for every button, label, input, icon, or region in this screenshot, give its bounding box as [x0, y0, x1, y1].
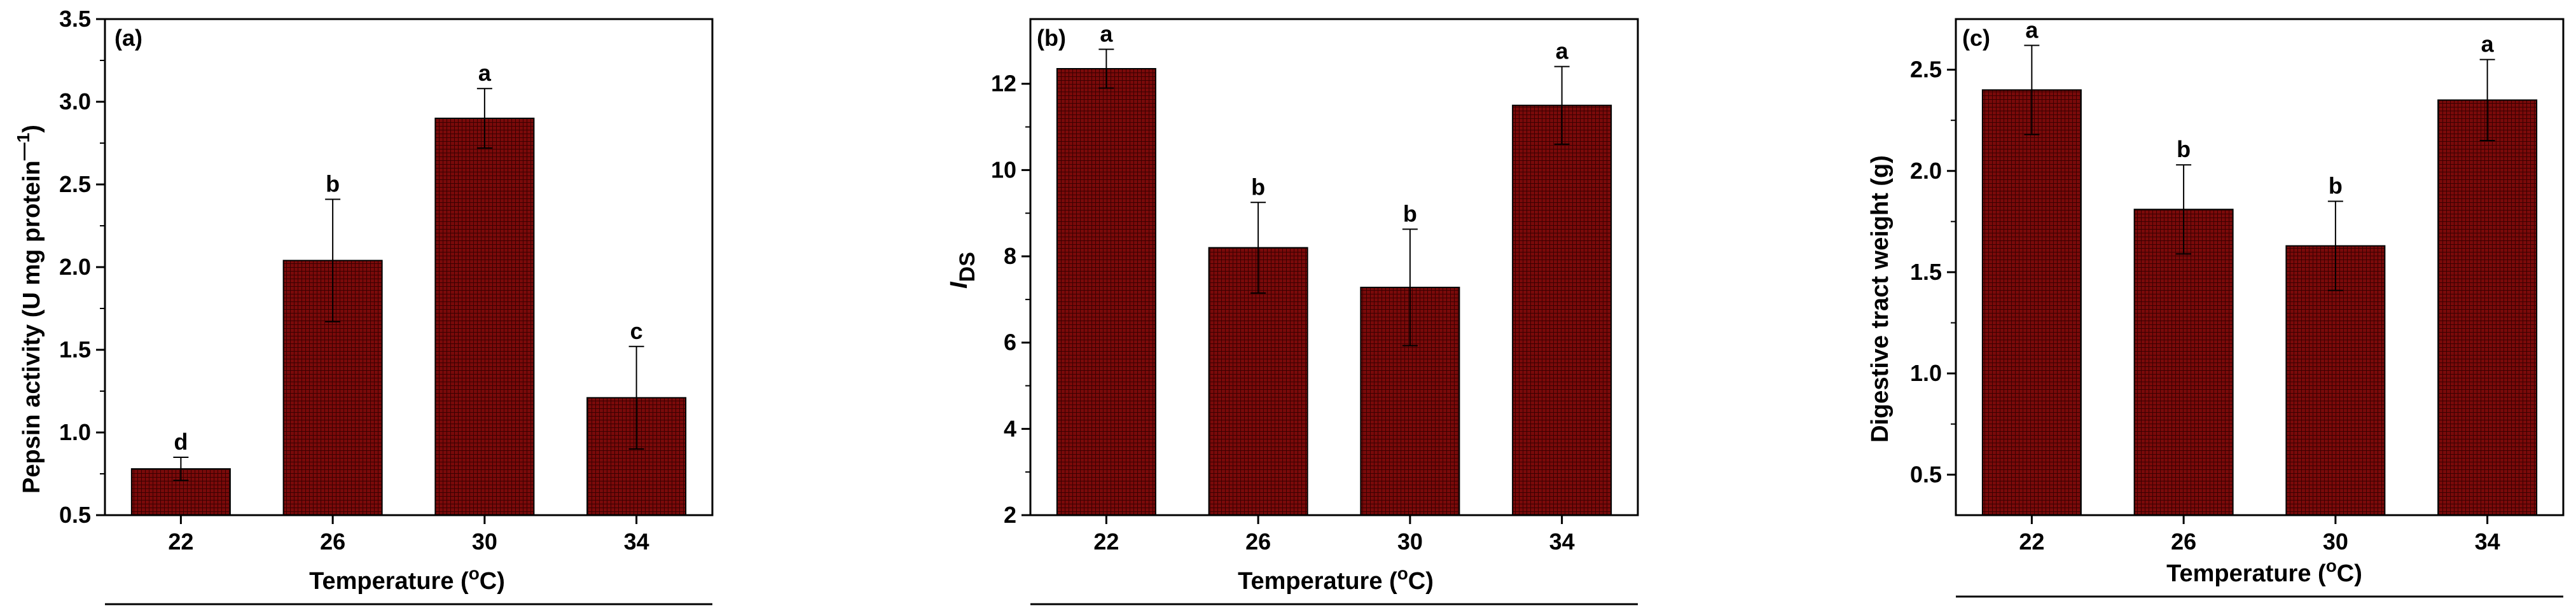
panel-b-bars: [1056, 68, 1612, 516]
panel-a-y-tick-label-2.0: 2.0: [59, 254, 91, 280]
panel-b-x-axis-ticks: 22 26 30 34: [1093, 515, 1575, 555]
panel-b-significance-letters: a b b a: [1100, 20, 1568, 226]
panel-b-error-bars: [1098, 48, 1570, 347]
panel-a-letter-22: d: [174, 429, 188, 455]
panel-b-x-tick-label-30: 30: [1397, 529, 1423, 555]
panel-b-bar-22: [1056, 68, 1156, 516]
panel-c-letter-26: b: [2177, 136, 2191, 162]
panel-a-y-tick-label-3.5: 3.5: [59, 6, 91, 32]
panel-a-letter-30: a: [478, 60, 492, 86]
panel-b-tag: (b): [1037, 25, 1066, 51]
panel-b-letter-34: a: [1556, 38, 1569, 64]
panel-b-x-axis-title: Temperature (oC): [1238, 563, 1434, 595]
panel-a-y-tick-label-0.5: 0.5: [59, 502, 91, 528]
panel-b-x-tick-label-34: 34: [1549, 529, 1575, 555]
panel-b-bar-34: [1512, 104, 1612, 516]
panel-b-letter-26: b: [1251, 174, 1265, 200]
panel-c-bar-22: [1981, 89, 2082, 516]
panel-c-y-tick-label-2.0: 2.0: [1910, 158, 1942, 184]
panel-a-x-axis-title: Temperature (oC): [309, 563, 505, 595]
panel-a-y-axis-ticks: 0.5 1.0 1.5 2.0 2.5 3.0 3.5: [59, 6, 105, 528]
panel-a-y-axis-title: Pepsin activity (U mg protein—1): [13, 125, 45, 494]
panel-c-bar-34: [2437, 99, 2538, 516]
panel-b-letter-30: b: [1403, 200, 1417, 226]
panel-c-x-axis-ticks: 22 26 30 34: [2019, 515, 2500, 555]
panel-c-x-tick-label-22: 22: [2019, 529, 2044, 555]
panel-b-y-tick-label-2: 2: [1004, 502, 1016, 528]
panel-c-y-axis-title: Digestive tract weight (g): [1867, 155, 1894, 443]
panel-c-x-tick-label-26: 26: [2171, 529, 2196, 555]
panel-b-y-tick-label-6: 6: [1004, 329, 1016, 356]
panel-c-digestive-tract-weight: a b b a 0.5 1.0 1.5 2.0 2.5 22 26 30 34 (c) Digest…: [1867, 17, 2565, 598]
panel-c-x-axis-title: Temperature (oC): [2166, 556, 2362, 587]
panel-a-bars: [130, 118, 687, 516]
panel-a-x-tick-label-30: 30: [472, 529, 497, 555]
panel-b-letter-22: a: [1100, 20, 1113, 46]
panel-a-error-bars: [173, 88, 644, 481]
panel-a-significance-letters: d b a c: [174, 60, 642, 455]
panel-c-error-bars: [2024, 45, 2495, 291]
panel-c-tag: (c): [1962, 25, 1990, 51]
panel-a-x-tick-label-34: 34: [624, 529, 649, 555]
panel-a-y-tick-label-2.5: 2.5: [59, 171, 91, 197]
panel-c-significance-letters: a b b a: [2025, 17, 2494, 198]
panel-b-y-tick-label-8: 8: [1004, 243, 1016, 269]
panel-c-bar-26: [2133, 209, 2234, 516]
panel-b-y-tick-label-4: 4: [1004, 415, 1016, 441]
panel-b-y-tick-label-10: 10: [991, 156, 1016, 183]
panel-c-y-tick-label-1.5: 1.5: [1910, 259, 1942, 285]
panel-a-letter-34: c: [630, 318, 643, 344]
panel-c-letter-34: a: [2481, 31, 2495, 57]
panel-c-y-axis-ticks: 0.5 1.0 1.5 2.0 2.5: [1910, 57, 1956, 487]
panel-a-x-tick-label-26: 26: [320, 529, 345, 555]
panel-b-y-tick-label-12: 12: [991, 71, 1016, 97]
panel-c-y-tick-label-2.5: 2.5: [1910, 57, 1942, 83]
panel-c-bars: [1981, 89, 2538, 516]
panel-a-y-tick-label-1.0: 1.0: [59, 419, 91, 445]
panel-c-x-tick-label-34: 34: [2475, 529, 2500, 555]
panel-a-tag: (a): [114, 25, 142, 51]
panel-b-y-axis-ticks: 2 4 6 8 10 12: [991, 71, 1030, 528]
panel-a-bar-30: [434, 118, 535, 516]
panel-b-y-axis-title: IDS: [946, 252, 980, 289]
panel-a-y-tick-label-1.5: 1.5: [59, 336, 91, 363]
panel-a-x-tick-label-22: 22: [168, 529, 193, 555]
panel-b-ids: a b b a 2 4 6 8 10 12 22 26 30 34 (b) IDS Temperatu…: [946, 18, 1639, 605]
panel-b-x-tick-label-22: 22: [1093, 529, 1119, 555]
panel-b-plot-frame: [1029, 18, 1639, 516]
panel-a-y-tick-label-3.0: 3.0: [59, 88, 91, 114]
panel-a-letter-26: b: [326, 170, 340, 197]
panel-c-y-tick-label-1.0: 1.0: [1910, 360, 1942, 386]
panel-c-x-tick-label-30: 30: [2323, 529, 2348, 555]
panel-a-x-axis-ticks: 22 26 30 34: [168, 515, 649, 555]
panel-c-letter-30: b: [2329, 173, 2343, 199]
panel-b-x-tick-label-26: 26: [1245, 529, 1271, 555]
panel-c-letter-22: a: [2025, 17, 2039, 43]
panel-c-y-tick-label-0.5: 0.5: [1910, 461, 1942, 487]
panel-c-plot-frame: [1955, 18, 2565, 516]
